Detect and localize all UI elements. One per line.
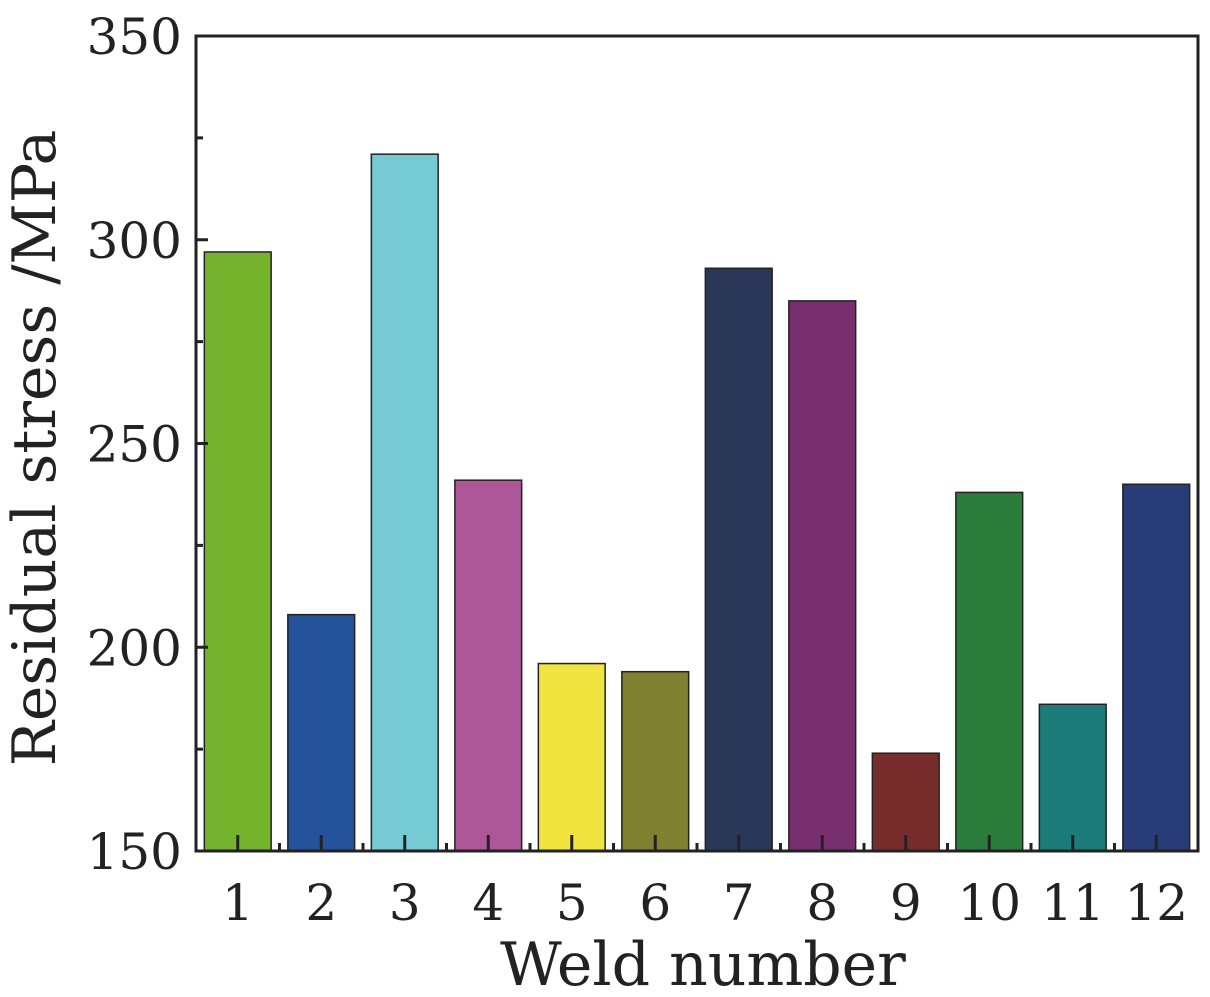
x-tick-label: 4 [472,874,504,932]
y-tick-label: 150 [87,823,182,881]
bar-4 [454,479,523,852]
bar-3 [370,153,439,852]
x-tick-label: 6 [639,874,671,932]
y-axis-title: Residual stress /MPa [0,130,70,767]
x-tick-label: 2 [305,874,337,932]
bar-10 [955,491,1024,852]
bar-11 [1038,703,1107,852]
x-tick-label: 12 [1124,874,1188,932]
bar-12 [1122,483,1191,852]
x-tick-label: 10 [957,874,1021,932]
bar-2 [287,613,356,852]
x-axis-title: Weld number [500,930,906,992]
x-tick-label: 11 [1041,874,1105,932]
y-tick-label: 300 [87,212,182,270]
x-tick-label: 5 [556,874,588,932]
bar-1 [203,251,272,852]
y-tick-label: 200 [87,619,182,677]
x-tick-label: 3 [389,874,421,932]
y-tick-label: 250 [87,416,182,474]
bars-layer [203,153,1191,852]
bar-6 [621,670,690,852]
y-tick-label: 350 [87,8,182,66]
x-tick-label: 1 [222,874,254,932]
bar-5 [537,662,606,852]
bar-7 [704,267,773,852]
x-tick-label: 8 [806,874,838,932]
x-tick-label: 9 [890,874,922,932]
bar-8 [788,300,857,852]
x-tick-label: 7 [723,874,755,932]
plot-frame [194,34,1200,853]
bar-9 [871,752,940,852]
